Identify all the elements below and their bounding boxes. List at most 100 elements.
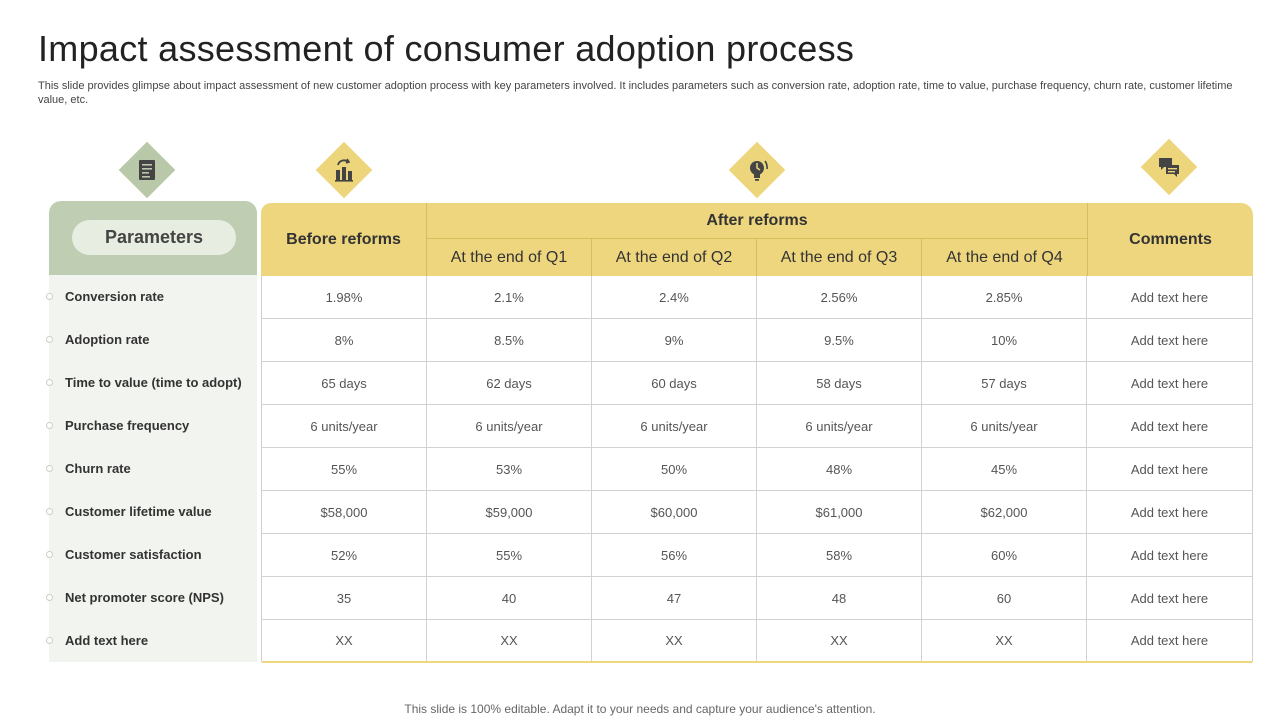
header-divider <box>591 239 592 276</box>
table-row: 35 40 47 48 60 Add text here <box>262 577 1252 620</box>
parameter-item: Add text here <box>46 619 257 662</box>
q2-cell: 56% <box>592 534 757 576</box>
q2-cell: 60 days <box>592 362 757 404</box>
parameter-label: Customer lifetime value <box>65 504 212 519</box>
bullet-dot-icon <box>46 336 53 343</box>
q1-cell: 6 units/year <box>427 405 592 447</box>
parameter-label: Time to value (time to adopt) <box>65 375 242 390</box>
q3-cell: 48% <box>757 448 922 490</box>
q2-cell: 6 units/year <box>592 405 757 447</box>
comment-cell: Add text here <box>1130 633 1209 648</box>
table-row: $58,000 $59,000 $60,000 $61,000 $62,000 … <box>262 491 1252 534</box>
bullet-dot-icon <box>46 465 53 472</box>
document-list-icon <box>139 160 155 180</box>
q4-cell: 60 <box>922 577 1087 619</box>
header-divider <box>1087 203 1088 276</box>
before-reforms-diamond <box>315 141 373 199</box>
q3-cell: 58% <box>757 534 922 576</box>
header-divider <box>921 239 922 276</box>
comment-cell: Add text here <box>1130 590 1209 606</box>
table-row: 8% 8.5% 9% 9.5% 10% Add text here <box>262 319 1252 362</box>
q2-cell: 2.4% <box>592 276 757 318</box>
before-cell: 35 <box>262 577 427 619</box>
header-divider <box>756 239 757 276</box>
table-row: 1.98% 2.1% 2.4% 2.56% 2.85% Add text her… <box>262 276 1252 319</box>
q2-cell: 47 <box>592 577 757 619</box>
comments-header: Comments <box>1088 203 1253 276</box>
q4-cell: 10% <box>922 319 1087 361</box>
q2-header: At the end of Q2 <box>592 239 756 276</box>
before-cell: XX <box>262 620 427 661</box>
q3-cell: 48 <box>757 577 922 619</box>
q4-cell: 6 units/year <box>922 405 1087 447</box>
q3-cell: 6 units/year <box>757 405 922 447</box>
q4-cell: $62,000 <box>922 491 1087 533</box>
comment-cell: Add text here <box>1130 418 1209 434</box>
before-reforms-header: Before reforms <box>261 203 426 276</box>
q1-header: At the end of Q1 <box>427 239 591 276</box>
parameter-label: Churn rate <box>65 461 131 476</box>
q2-cell: XX <box>592 620 757 661</box>
q4-header: At the end of Q4 <box>922 239 1087 276</box>
before-cell: 1.98% <box>262 276 427 318</box>
comment-cell: Add text here <box>1130 332 1209 348</box>
q3-cell: 58 days <box>757 362 922 404</box>
before-cell: 52% <box>262 534 427 576</box>
parameter-item: Time to value (time to adopt) <box>46 361 257 404</box>
q4-cell: 60% <box>922 534 1087 576</box>
parameter-label: Conversion rate <box>65 289 164 304</box>
q1-cell: 62 days <box>427 362 592 404</box>
q1-cell: 55% <box>427 534 592 576</box>
comment-cell: Add text here <box>1130 547 1209 563</box>
table-row: XX XX XX XX XX Add text here <box>262 620 1252 663</box>
comment-cell: Add text here <box>1130 375 1209 391</box>
q3-cell: 2.56% <box>757 276 922 318</box>
parameters-list: Conversion rate Adoption rate Time to va… <box>46 275 257 662</box>
q2-cell: 50% <box>592 448 757 490</box>
parameters-diamond <box>118 141 176 199</box>
q4-cell: 45% <box>922 448 1087 490</box>
bullet-dot-icon <box>46 422 53 429</box>
q3-header: At the end of Q3 <box>757 239 921 276</box>
bullet-dot-icon <box>46 594 53 601</box>
after-reforms-header: After reforms <box>427 203 1087 238</box>
before-cell: 65 days <box>262 362 427 404</box>
table-row: 55% 53% 50% 48% 45% Add text here <box>262 448 1252 491</box>
parameters-header: Parameters <box>49 201 257 275</box>
lightbulb-idea-icon <box>750 160 768 181</box>
header-divider <box>426 203 427 276</box>
comment-cell: Add text here <box>1130 461 1209 477</box>
q4-cell: 2.85% <box>922 276 1087 318</box>
footer-note: This slide is 100% editable. Adapt it to… <box>404 702 876 716</box>
bullet-dot-icon <box>46 508 53 515</box>
before-cell: 6 units/year <box>262 405 427 447</box>
parameter-item: Customer satisfaction <box>46 533 257 576</box>
parameter-item: Customer lifetime value <box>46 490 257 533</box>
parameters-column: Parameters Conversion rate Adoption rate… <box>46 201 257 662</box>
factory-reform-icon <box>335 158 353 182</box>
page-title: Impact assessment of consumer adoption p… <box>38 28 855 69</box>
parameter-item: Net promoter score (NPS) <box>46 576 257 619</box>
q1-cell: 8.5% <box>427 319 592 361</box>
q3-cell: 9.5% <box>757 319 922 361</box>
parameters-header-label: Parameters <box>72 220 236 255</box>
table-row: 65 days 62 days 60 days 58 days 57 days … <box>262 362 1252 405</box>
bullet-dot-icon <box>46 293 53 300</box>
q1-cell: 40 <box>427 577 592 619</box>
before-cell: 55% <box>262 448 427 490</box>
q1-cell: XX <box>427 620 592 661</box>
before-cell: 8% <box>262 319 427 361</box>
q3-cell: XX <box>757 620 922 661</box>
parameter-item: Conversion rate <box>46 275 257 318</box>
q2-cell: $60,000 <box>592 491 757 533</box>
header-divider <box>427 238 1087 239</box>
comment-cell: Add text here <box>1130 289 1209 305</box>
q3-cell: $61,000 <box>757 491 922 533</box>
parameter-item: Churn rate <box>46 447 257 490</box>
q2-cell: 9% <box>592 319 757 361</box>
parameter-label: Customer satisfaction <box>65 547 202 562</box>
q1-cell: $59,000 <box>427 491 592 533</box>
parameter-label: Purchase frequency <box>65 418 190 433</box>
assessment-table: Before reforms After reforms At the end … <box>261 203 1253 663</box>
table-row: 6 units/year 6 units/year 6 units/year 6… <box>262 405 1252 448</box>
